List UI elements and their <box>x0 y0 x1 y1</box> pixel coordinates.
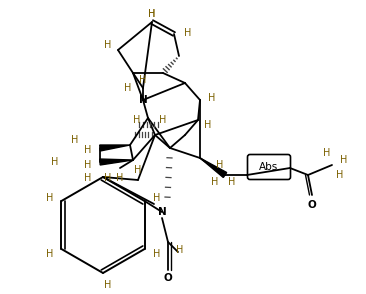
Text: H: H <box>153 193 160 203</box>
Text: H: H <box>323 148 331 158</box>
Text: H: H <box>104 173 112 183</box>
Text: H: H <box>336 170 344 180</box>
Text: H: H <box>71 135 79 145</box>
Text: H: H <box>133 115 141 125</box>
Text: H: H <box>116 173 124 183</box>
Text: H: H <box>148 9 156 19</box>
Text: N: N <box>139 95 147 105</box>
Text: H: H <box>208 93 216 103</box>
Text: H: H <box>184 28 192 38</box>
Text: H: H <box>148 9 156 19</box>
Polygon shape <box>200 158 227 178</box>
FancyBboxPatch shape <box>247 155 291 180</box>
Text: H: H <box>104 280 112 290</box>
Text: O: O <box>308 200 316 210</box>
Text: H: H <box>104 40 112 50</box>
Polygon shape <box>100 159 133 165</box>
Text: H: H <box>159 115 167 125</box>
Text: H: H <box>204 120 212 130</box>
Text: H: H <box>46 193 53 203</box>
Text: H: H <box>340 155 348 165</box>
Text: H: H <box>228 177 236 187</box>
Text: Abs: Abs <box>259 162 279 172</box>
Text: H: H <box>216 160 224 170</box>
Text: H: H <box>176 245 184 255</box>
Text: H: H <box>84 160 92 170</box>
Text: H: H <box>51 157 59 167</box>
Polygon shape <box>100 145 130 151</box>
Text: H: H <box>153 249 160 259</box>
Text: H: H <box>139 75 147 85</box>
Text: H: H <box>84 173 92 183</box>
Text: H: H <box>134 165 142 175</box>
Text: H: H <box>211 177 219 187</box>
Text: H: H <box>84 145 92 155</box>
Text: N: N <box>158 207 167 217</box>
Text: O: O <box>164 273 172 283</box>
Text: H: H <box>124 83 132 93</box>
Text: H: H <box>46 249 53 259</box>
